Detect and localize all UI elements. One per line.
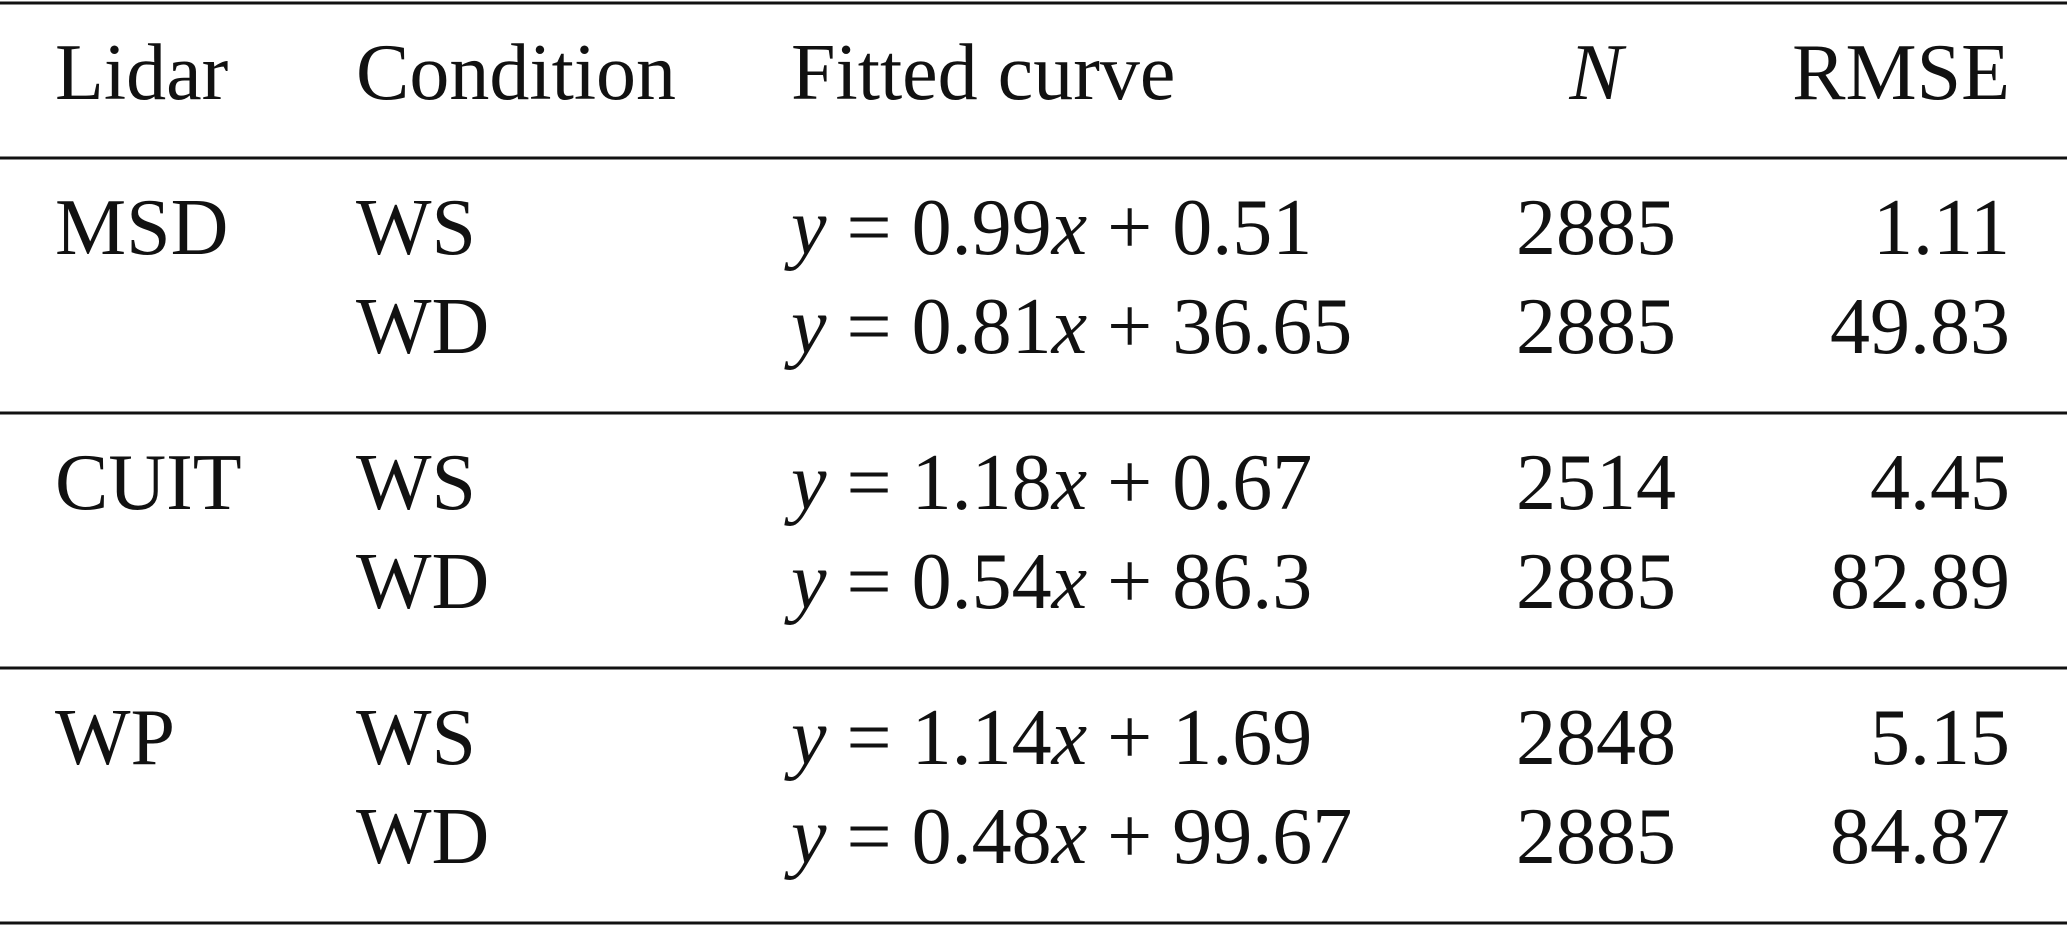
lidar-cell: WP <box>55 694 175 782</box>
header-cell: RMSE <box>1792 29 2010 117</box>
condition-cell: WD <box>356 283 489 371</box>
rmse-cell: 5.15 <box>1870 694 2010 782</box>
fitted-curve: y = 0.54x + 86.3 <box>784 538 1312 626</box>
condition-cell: WS <box>356 184 476 272</box>
fitted-curve: y = 0.81x + 36.65 <box>784 283 1352 371</box>
header-cell: Fitted curve <box>791 29 1175 117</box>
condition-cell: WD <box>356 793 489 881</box>
header-cell: Lidar <box>55 29 228 117</box>
fitted-curve: y = 0.48x + 99.67 <box>784 793 1352 881</box>
rmse-cell: 84.87 <box>1830 793 2010 881</box>
header-cell: N <box>1568 29 1627 117</box>
n-cell: 2885 <box>1516 283 1676 371</box>
lidar-cell: MSD <box>55 184 228 272</box>
lidar-cell: CUIT <box>55 439 242 527</box>
n-cell: 2848 <box>1516 694 1676 782</box>
rmse-cell: 1.11 <box>1873 184 2010 272</box>
n-cell: 2514 <box>1516 439 1676 527</box>
n-cell: 2885 <box>1516 793 1676 881</box>
fitted-curve: y = 1.18x + 0.67 <box>784 439 1312 527</box>
rmse-cell: 49.83 <box>1830 283 2010 371</box>
fitted-curve: y = 0.99x + 0.51 <box>784 184 1312 272</box>
condition-cell: WS <box>356 439 476 527</box>
rmse-cell: 82.89 <box>1830 538 2010 626</box>
condition-cell: WS <box>356 694 476 782</box>
condition-cell: WD <box>356 538 489 626</box>
n-cell: 2885 <box>1516 184 1676 272</box>
header-cell: Condition <box>356 29 676 117</box>
rmse-cell: 4.45 <box>1870 439 2010 527</box>
fitted-curve: y = 1.14x + 1.69 <box>784 694 1312 782</box>
n-cell: 2885 <box>1516 538 1676 626</box>
